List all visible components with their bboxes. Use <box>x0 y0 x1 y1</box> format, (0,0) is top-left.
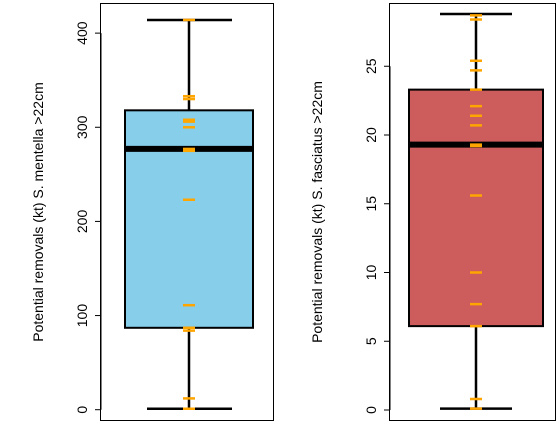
y-tick-label: 25 <box>363 58 379 74</box>
y-tick-label: 15 <box>363 196 379 212</box>
y-tick-label: 5 <box>363 337 379 345</box>
y-tick-label: 300 <box>74 115 90 139</box>
y-axis-label: Potential removals (kt) S. mentella >22c… <box>30 82 46 342</box>
panel-s-mentella: 0 100 200 300 400 Potential removals (kt) S. … <box>30 3 274 421</box>
iqr-box <box>124 109 254 329</box>
y-axis-label: Potential removals (kt) S. fasciatus >22… <box>309 81 325 343</box>
y-tick-label: 20 <box>363 127 379 143</box>
y-tick-label: 100 <box>74 304 90 328</box>
y-tick-label: 200 <box>74 210 90 234</box>
panel-s-fasciatus: 0 5 10 15 20 25 Potential removals (kt) S. fas… <box>309 3 556 421</box>
iqr-box <box>408 88 544 328</box>
y-tick-label: 400 <box>74 21 90 45</box>
y-tick-label: 0 <box>74 406 90 414</box>
y-tick-label: 0 <box>363 406 379 414</box>
y-tick-label: 10 <box>363 265 379 281</box>
